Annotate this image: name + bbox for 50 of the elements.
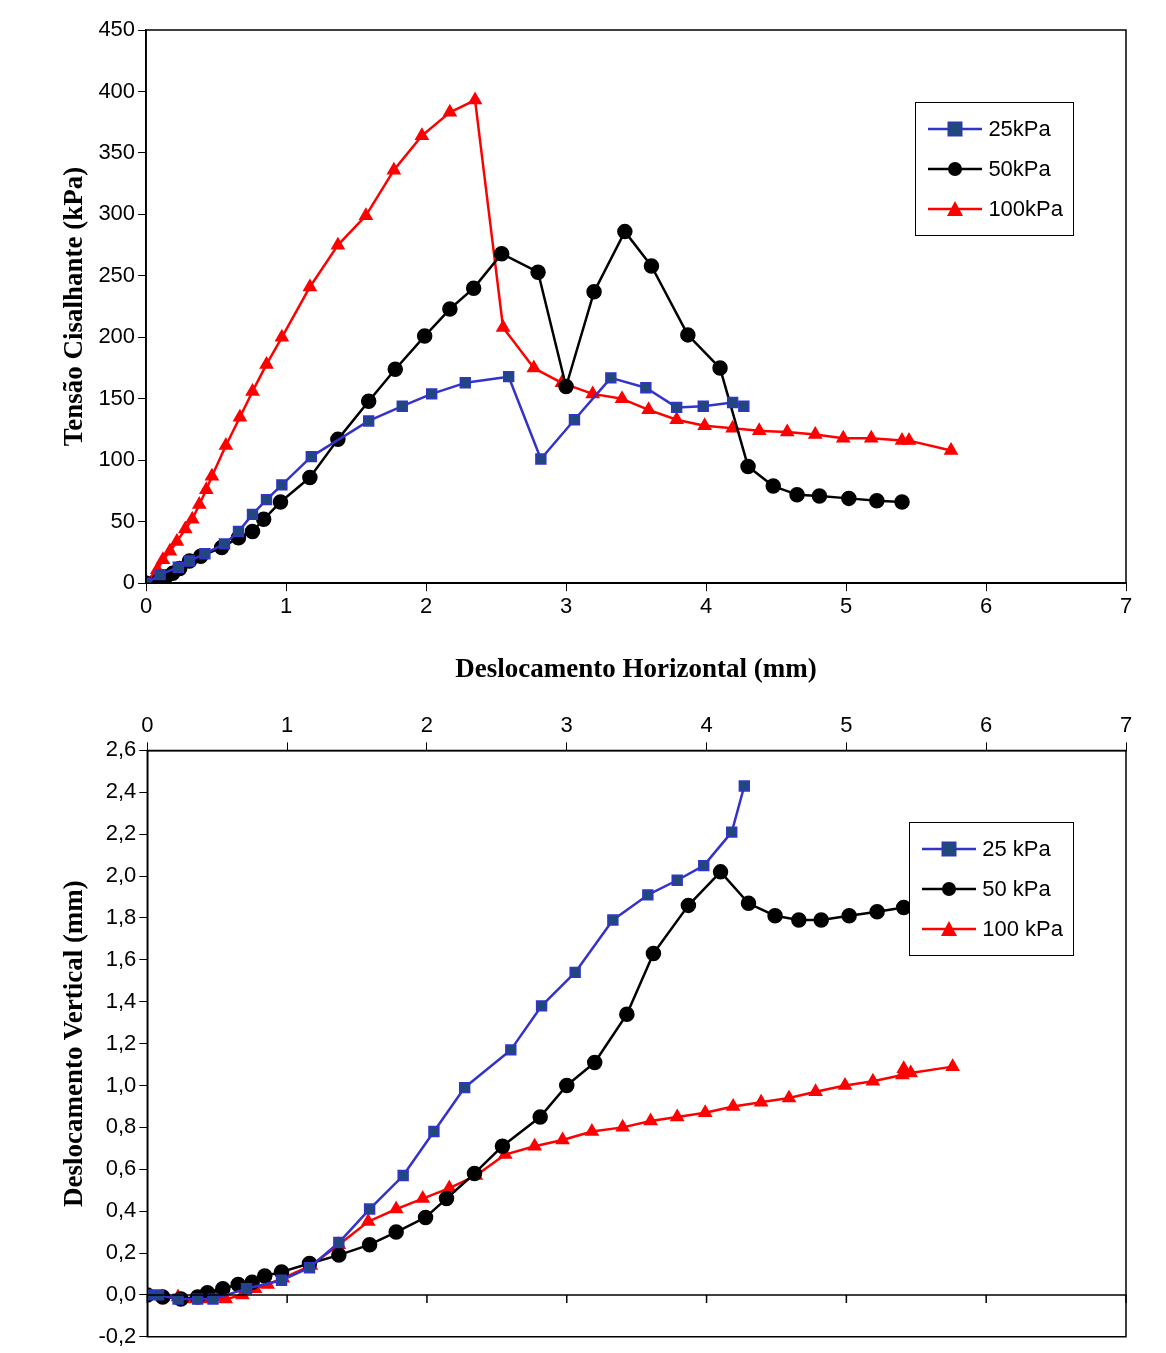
y-axis-title: Tensão Cisalhante (kPa): [58, 166, 89, 447]
x-axis-title: Deslocamento Horizontal (mm): [455, 652, 817, 683]
legend-label: 100kPa: [988, 196, 1063, 222]
y-tick-label: 1,0: [105, 1071, 137, 1097]
x-tick-label: 6: [979, 593, 993, 619]
y-tick-label: 350: [98, 139, 136, 164]
x-tick-label: 1: [279, 593, 293, 619]
y-tick-label: 200: [98, 323, 136, 349]
x-tick-label: 2: [419, 593, 433, 619]
y-tick-label: 0: [122, 569, 136, 595]
x-tick-label: 3: [559, 593, 573, 619]
y-tick-label: 1,2: [105, 1029, 137, 1055]
legend-label: 50kPa: [988, 156, 1051, 182]
y-tick-label: 400: [98, 77, 136, 103]
y-tick-label: 300: [98, 200, 136, 226]
y-tick-label: 1,8: [105, 904, 137, 930]
y-tick-label: 2,2: [105, 820, 137, 846]
x-tick-label: 7: [1119, 712, 1133, 738]
y-tick-label: 100: [98, 446, 136, 472]
y-tick-label: 0,4: [105, 1197, 137, 1223]
x-tick-label: 7: [1119, 593, 1133, 619]
x-tick-label: 0: [141, 712, 154, 738]
legend-label: 25 kPa: [982, 836, 1051, 863]
y-tick-label: 2,0: [105, 862, 137, 888]
y-tick-label: 250: [98, 261, 136, 287]
y-tick-label: 1,4: [105, 987, 137, 1013]
y-tick-label: -0,2: [98, 1322, 137, 1348]
y-tick-label: 2,6: [105, 736, 137, 762]
x-tick-label: 3: [560, 712, 573, 738]
x-tick-label: 6: [980, 712, 993, 738]
y-tick-label: 1,6: [105, 945, 137, 971]
y-axis-title: Deslocamento Vertical (mm): [58, 880, 89, 1208]
x-tick-label: 4: [700, 712, 713, 738]
legend-label: 50 kPa: [982, 876, 1051, 903]
x-tick-label: 1: [281, 712, 294, 738]
y-tick-label: 2,4: [105, 778, 137, 804]
x-tick-label: 2: [420, 712, 434, 738]
x-tick-label: 0: [139, 593, 153, 619]
y-tick-label: 150: [98, 384, 136, 410]
y-tick-label: 0,0: [105, 1280, 137, 1306]
x-tick-label: 5: [839, 593, 853, 619]
x-tick-label: 5: [840, 712, 853, 738]
y-tick-label: 50: [110, 507, 136, 533]
y-tick-label: 0,6: [105, 1155, 137, 1181]
legend-label: 100 kPa: [982, 916, 1063, 943]
x-tick-label: 4: [699, 593, 713, 619]
y-tick-label: 0,8: [105, 1113, 137, 1139]
y-tick-label: 450: [98, 16, 136, 42]
legend-label: 25kPa: [988, 116, 1051, 142]
y-tick-label: 0,2: [105, 1239, 137, 1265]
